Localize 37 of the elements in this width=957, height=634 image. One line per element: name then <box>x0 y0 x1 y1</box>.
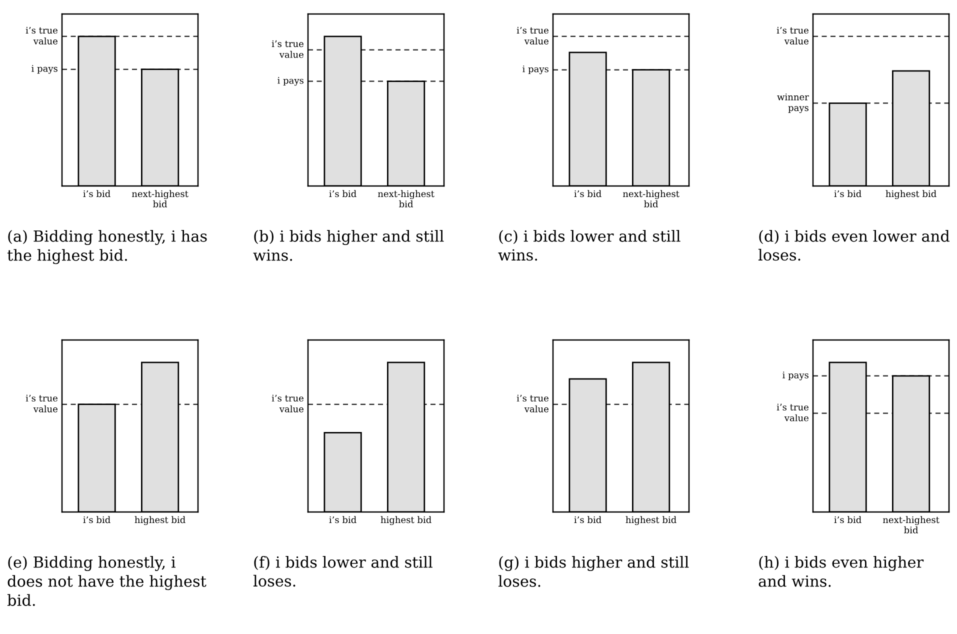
ref-line-label: i pays <box>278 77 304 86</box>
ref-line-label: i’s true value <box>776 404 808 422</box>
text: (a) Bidding honestly, i has the highest bid. <box>7 230 207 264</box>
text: (g) i bids higher and still loses. <box>498 556 689 587</box>
x-tick-label: next-highest bid <box>622 190 680 208</box>
x-tick-label: i’s bid <box>834 190 862 198</box>
text: (d) i bids even lower and loses. <box>758 230 950 261</box>
text: (c) i bids lower and still wins. <box>498 230 680 261</box>
ref-line-label: winner pays <box>777 94 809 113</box>
x-tick-label: i’s bid <box>834 516 862 524</box>
x-tick-label: highest bid <box>380 516 432 526</box>
x-tick-label: next-highest bid <box>882 516 940 534</box>
ref-line-label: i pays <box>522 66 548 74</box>
text: (e) Bidding honestly, i does not have the highest bid. <box>7 556 206 606</box>
text: (b) i bids higher and still wins. <box>253 230 444 261</box>
ref-line-label: i’s true value <box>272 40 304 58</box>
x-tick-label: i’s bid <box>574 516 602 524</box>
ref-line-label: i’s true value <box>26 394 58 412</box>
x-tick-label: i’s bid <box>83 516 110 524</box>
x-tick-label: i’s bid <box>329 516 356 524</box>
ref-line-label: i’s true value <box>516 26 548 44</box>
text: (h) i bids even higher and wins. <box>758 556 924 587</box>
ref-line-label: i pays <box>32 65 58 74</box>
ref-line-label: i’s true value <box>776 26 808 44</box>
ref-line-label: i pays <box>782 372 808 380</box>
ref-line-label: i’s true value <box>272 394 304 412</box>
x-tick-label: i’s bid <box>329 190 356 198</box>
text: (f) i bids lower and still loses. <box>253 556 432 587</box>
x-tick-label: highest bid <box>886 190 936 200</box>
x-tick-label: i’s bid <box>83 190 110 198</box>
x-tick-label: i’s bid <box>574 190 602 198</box>
x-tick-label: next-highest bid <box>378 190 434 208</box>
x-tick-label: highest bid <box>134 516 186 526</box>
x-tick-label: next-highest bid <box>132 190 188 208</box>
ref-line-label: i’s true value <box>516 394 548 412</box>
ref-line-label: i’s true value <box>26 26 58 44</box>
x-tick-label: highest bid <box>626 516 676 526</box>
